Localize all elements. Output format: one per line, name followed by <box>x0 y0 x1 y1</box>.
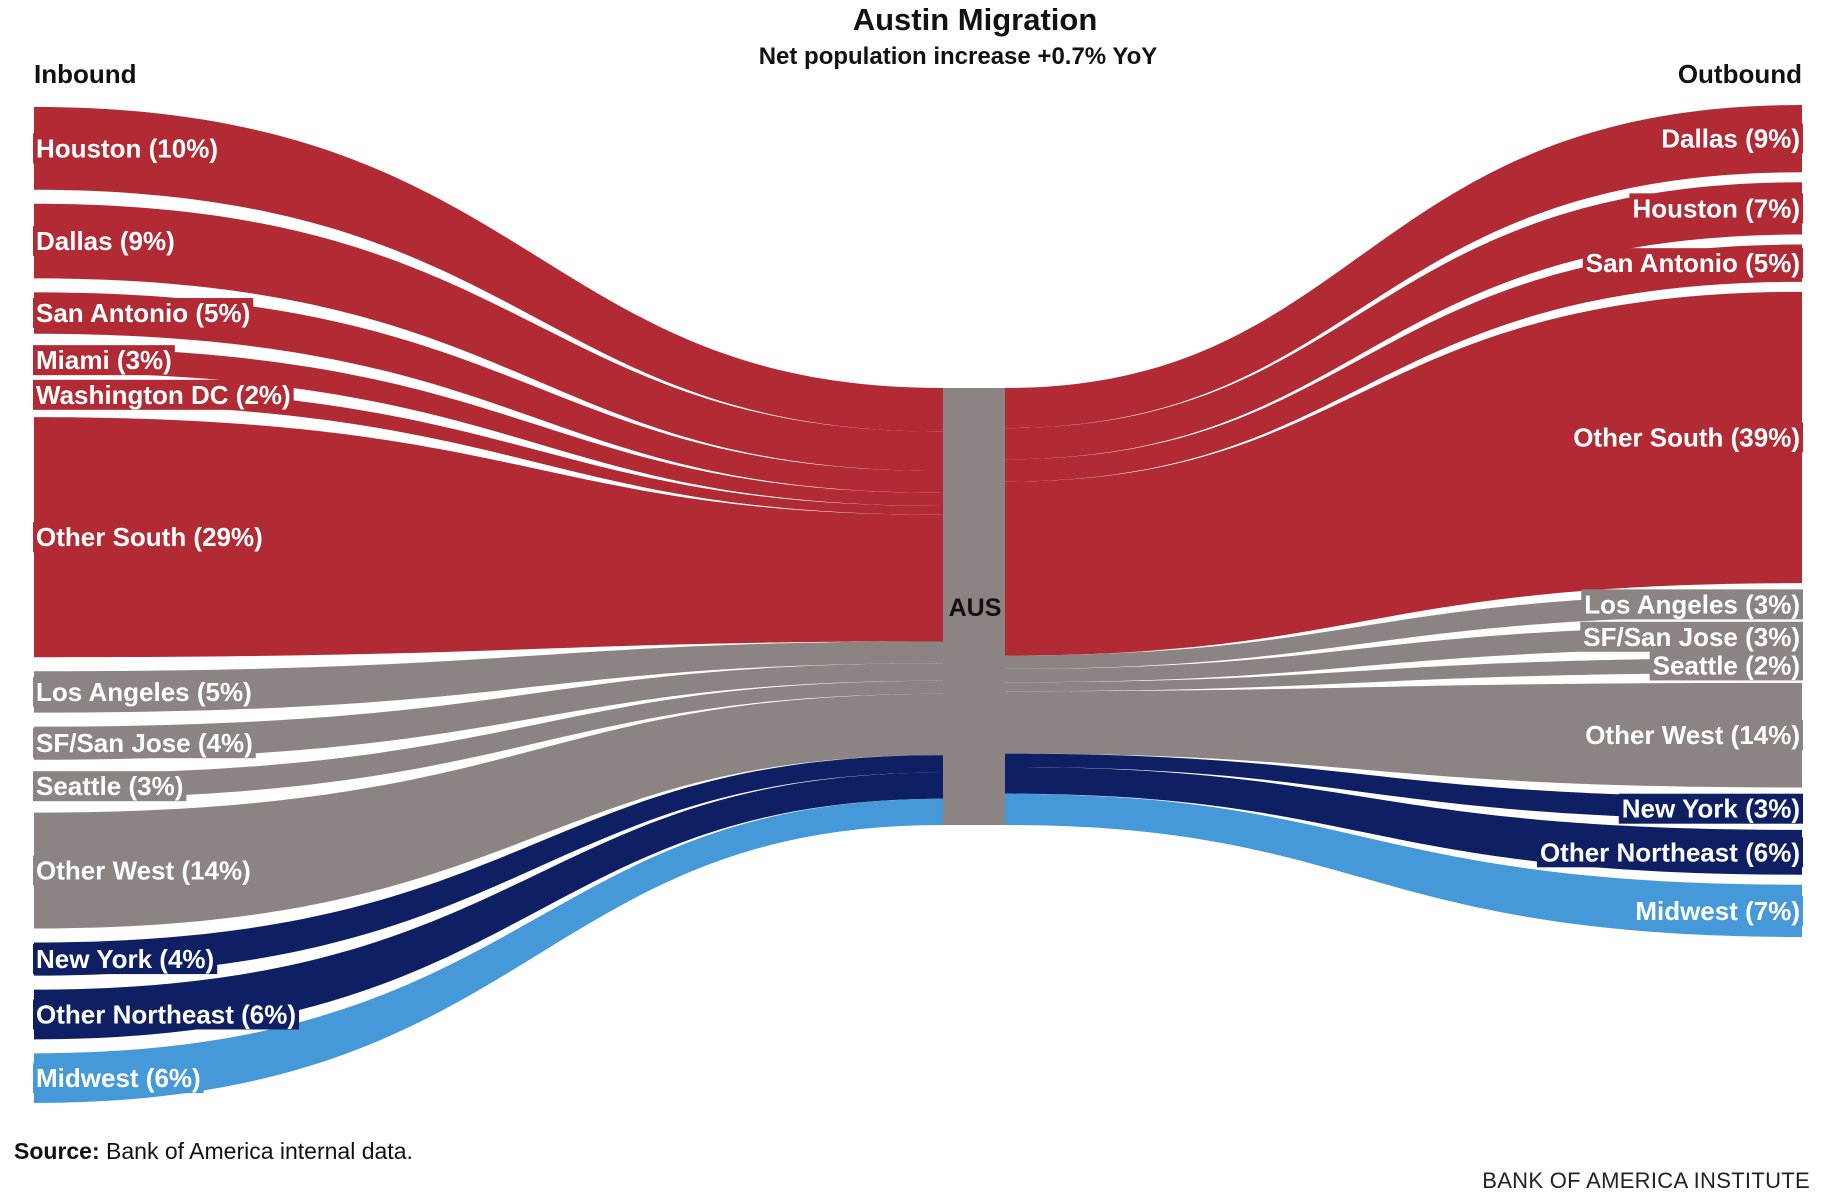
label-bar-layer <box>33 123 1803 1094</box>
source-label: Source: <box>14 1138 100 1164</box>
inbound-midwest-label-bg <box>33 1063 204 1094</box>
outbound-dallas-label-bg <box>1658 123 1803 154</box>
outbound-other-south-flow <box>1005 291 1802 656</box>
source-text: Bank of America internal data. <box>99 1138 413 1164</box>
inbound-other-south-flow <box>34 417 943 658</box>
inbound-miami-flow <box>34 347 943 506</box>
inbound-san-antonio-label: San Antonio (5%) <box>36 298 250 328</box>
inbound-sf-san-jose-flow <box>34 663 943 760</box>
outbound-other-west-label: Other West (14%) <box>1585 720 1800 750</box>
inbound-other-northeast-label: Other Northeast (6%) <box>36 999 296 1029</box>
inbound-dallas-flow <box>34 203 943 472</box>
outbound-los-angeles-label-bg <box>1581 589 1803 620</box>
outbound-other-northeast-label: Other Northeast (6%) <box>1540 837 1800 867</box>
chart-title: Austin Migration <box>853 2 1098 37</box>
inbound-other-west-label: Other West (14%) <box>36 856 251 886</box>
outbound-houston-label-bg <box>1629 193 1803 224</box>
outbound-new-york-label-bg <box>1618 793 1803 824</box>
outbound-other-northeast-label-bg <box>1536 837 1803 868</box>
outbound-other-south-label: Other South (39%) <box>1573 423 1800 453</box>
flow-layer <box>34 105 1802 1103</box>
outbound-header: Outbound <box>1678 59 1802 89</box>
inbound-washington-dc-flow <box>34 386 943 515</box>
outbound-houston-label: Houston (7%) <box>1632 193 1800 223</box>
outbound-midwest-label-bg <box>1632 895 1803 926</box>
inbound-houston-label-bg <box>33 133 221 164</box>
inbound-new-york-label: New York (4%) <box>36 944 214 974</box>
inbound-midwest-label: Midwest (6%) <box>36 1063 201 1093</box>
outbound-los-angeles-label: Los Angeles (3%) <box>1584 589 1800 619</box>
inbound-new-york-flow <box>34 755 943 976</box>
inbound-seattle-label-bg <box>33 771 187 802</box>
chart-subtitle: Net population increase +0.7% YoY <box>759 43 1158 70</box>
inbound-other-west-label-bg <box>33 855 254 886</box>
inbound-seattle-label: Seattle (3%) <box>36 771 183 801</box>
node-label: AUS <box>949 594 1002 622</box>
inbound-miami-label-bg <box>33 345 175 376</box>
outbound-seattle-flow <box>1005 657 1802 692</box>
inbound-washington-dc-label-bg <box>33 379 294 410</box>
inbound-header: Inbound <box>34 59 137 89</box>
outbound-new-york-label: New York (3%) <box>1622 794 1800 824</box>
outbound-other-west-label-bg <box>1582 720 1803 751</box>
outbound-midwest-label: Midwest (7%) <box>1635 896 1800 926</box>
inbound-miami-label: Miami (3%) <box>36 345 172 375</box>
inbound-other-northeast-flow <box>34 772 943 1040</box>
label-layer: Houston (10%) Dallas (9%) San Antonio (5%)… <box>36 124 1800 1094</box>
inbound-new-york-label-bg <box>33 944 218 975</box>
outbound-dallas-label: Dallas (9%) <box>1661 124 1800 154</box>
inbound-other-northeast-label-bg <box>33 999 300 1030</box>
aus-node <box>943 388 1005 825</box>
inbound-other-west-flow <box>34 693 943 929</box>
inbound-houston-label: Houston (10%) <box>36 133 218 163</box>
inbound-sf-san-jose-label-bg <box>33 728 256 759</box>
inbound-dallas-label-bg <box>33 226 178 257</box>
inbound-san-antonio-flow <box>34 292 943 493</box>
inbound-other-south-label-bg <box>33 522 266 553</box>
outbound-san-antonio-label: San Antonio (5%) <box>1586 248 1800 278</box>
outbound-seattle-label-bg <box>1649 650 1803 681</box>
outbound-seattle-label: Seattle (2%) <box>1653 650 1800 680</box>
inbound-dallas-label: Dallas (9%) <box>36 226 175 256</box>
outbound-other-west-flow <box>1005 682 1802 788</box>
inbound-los-angeles-label-bg <box>33 676 255 707</box>
inbound-other-south-label: Other South (29%) <box>36 522 263 552</box>
inbound-san-antonio-label-bg <box>33 298 254 329</box>
inbound-seattle-flow <box>34 680 943 799</box>
outbound-sf-san-jose-label-bg <box>1580 621 1803 652</box>
inbound-midwest-flow <box>34 798 943 1103</box>
brand-footer: BANK OF AMERICA INSTITUTE <box>1482 1168 1810 1193</box>
outbound-new-york-flow <box>1005 753 1802 820</box>
outbound-dallas-flow <box>1005 105 1802 429</box>
outbound-sf-san-jose-label: SF/San Jose (3%) <box>1583 622 1800 652</box>
outbound-other-south-label-bg <box>1570 422 1803 453</box>
inbound-los-angeles-label: Los Angeles (5%) <box>36 677 252 707</box>
inbound-sf-san-jose-label: SF/San Jose (4%) <box>36 728 253 758</box>
inbound-washington-dc-label: Washington DC (2%) <box>36 380 291 410</box>
outbound-san-antonio-label-bg <box>1582 248 1803 279</box>
outbound-midwest-flow <box>1005 793 1802 937</box>
source-note: Source: Bank of America internal data. <box>14 1138 413 1165</box>
outbound-san-antonio-flow <box>1005 244 1802 482</box>
inbound-los-angeles-flow <box>34 641 943 713</box>
inbound-houston-flow <box>34 107 943 432</box>
